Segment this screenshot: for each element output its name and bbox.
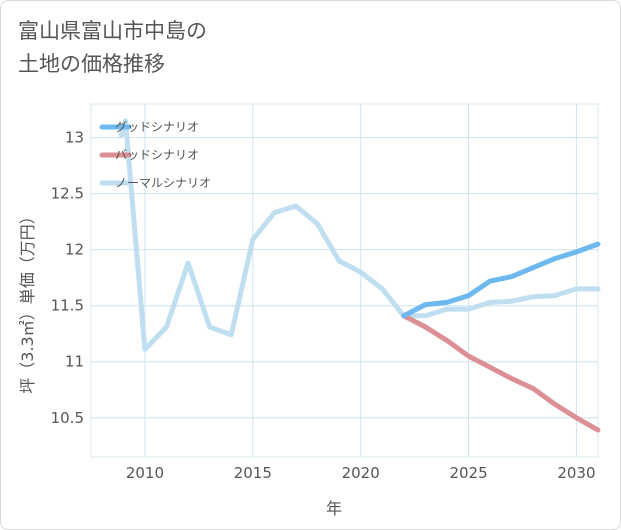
y-tick-label: 10.5 bbox=[51, 409, 84, 427]
x-axis-label: 年 bbox=[326, 499, 342, 518]
y-tick-label: 12 bbox=[65, 241, 84, 259]
series-line-2 bbox=[118, 118, 601, 352]
x-tick-label: 2025 bbox=[449, 464, 487, 482]
legend-label: ノーマルシナリオ bbox=[115, 176, 211, 190]
x-tick-label: 2015 bbox=[234, 464, 272, 482]
series-line-1 bbox=[401, 313, 601, 433]
y-tick-label: 11 bbox=[65, 353, 84, 371]
legend-label: バッドシナリオ bbox=[115, 148, 199, 162]
y-tick-label: 13 bbox=[65, 129, 84, 147]
y-axis-label: 坪（3.3㎡）単価（万円） bbox=[18, 208, 37, 393]
x-tick-label: 2020 bbox=[342, 464, 380, 482]
tick-labels: 2010 2015 2020 2025 2030 10.5 11 11.5 12 12.5 13 bbox=[51, 129, 596, 482]
x-tick-label: 2030 bbox=[557, 464, 595, 482]
plot-area bbox=[90, 103, 599, 458]
chart-title: 富山県富山市中島の 土地の価格推移 bbox=[18, 19, 207, 76]
legend-label: グッドシナリオ bbox=[115, 120, 199, 134]
grid-lines bbox=[90, 103, 599, 458]
x-tick-label: 2010 bbox=[126, 464, 164, 482]
y-tick-label: 12.5 bbox=[51, 185, 84, 203]
series-line-0 bbox=[401, 241, 601, 319]
y-tick-label: 11.5 bbox=[51, 297, 84, 315]
series-lines bbox=[118, 118, 601, 433]
